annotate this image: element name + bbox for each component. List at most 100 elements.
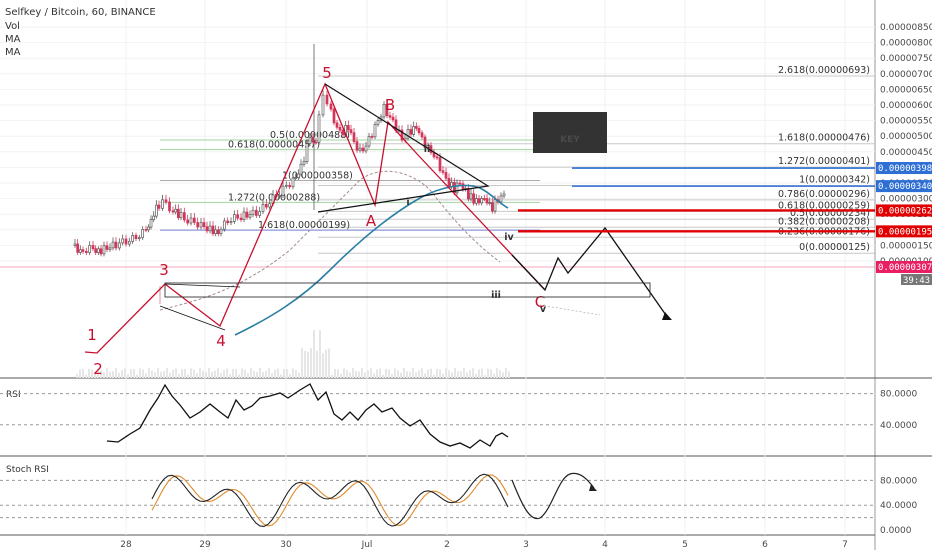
candle-body	[222, 220, 226, 230]
candle-body	[81, 249, 85, 252]
volume-bar	[430, 368, 432, 378]
projection-path	[511, 226, 669, 319]
volume-bar	[424, 373, 426, 378]
volume-bar	[376, 369, 378, 378]
volume-bar	[199, 368, 201, 378]
range-box	[164, 282, 651, 298]
volume-bar	[334, 368, 336, 378]
candle-body	[406, 129, 410, 139]
volume-bar	[283, 368, 285, 378]
volume-bar	[280, 374, 282, 378]
volume-bar	[400, 372, 402, 378]
volume-bar	[136, 374, 138, 378]
candle-body	[94, 248, 98, 253]
volume-bar	[343, 368, 345, 378]
volume-bar	[451, 372, 453, 378]
subwave-label: iv	[504, 232, 514, 243]
candle-body	[149, 219, 153, 228]
volume-bar	[184, 368, 186, 378]
wave-label: 5	[322, 64, 332, 82]
candle-body	[488, 202, 492, 204]
candle-body	[305, 143, 309, 162]
candle-body	[84, 251, 88, 254]
candle-body	[171, 210, 175, 213]
volume-bar	[316, 350, 318, 378]
price-tag	[876, 204, 932, 217]
ma-indicator-label[interactable]: MA	[5, 34, 21, 45]
candle-body	[447, 177, 451, 187]
volume-bar	[169, 372, 171, 378]
volume-bar	[508, 371, 510, 378]
volume-bar	[325, 349, 327, 378]
volume-bar	[346, 370, 348, 378]
volume-bar	[418, 370, 420, 378]
volume-bar	[97, 368, 99, 378]
volume-bar	[103, 372, 105, 378]
candle-body	[134, 235, 138, 239]
volume-bar	[145, 373, 147, 378]
candle-body	[108, 247, 112, 250]
candle-body	[219, 228, 223, 235]
volume-bar	[391, 373, 393, 378]
candle-body	[78, 249, 82, 253]
volume-bar	[433, 374, 435, 378]
candle-body	[480, 198, 484, 204]
volume-bar	[310, 348, 312, 378]
rsi-line	[106, 383, 509, 449]
key-label-box	[533, 112, 607, 153]
candle-body	[152, 215, 156, 220]
volume-bar	[385, 368, 387, 378]
volume-bar	[445, 368, 447, 378]
volume-bar	[250, 368, 252, 378]
volume-bar	[232, 369, 234, 378]
candle-body	[258, 211, 262, 216]
candle-body	[96, 248, 100, 253]
candle-body	[182, 212, 186, 221]
volume-bar	[484, 374, 486, 378]
volume-bar	[118, 372, 120, 378]
volume-bar	[259, 368, 261, 378]
candle-body	[373, 123, 377, 138]
candle-body	[308, 137, 312, 145]
candle-body	[127, 241, 131, 245]
volume-bar	[76, 373, 78, 378]
volume-bar	[121, 370, 123, 378]
candle-body	[102, 245, 106, 255]
candle-body	[144, 229, 148, 231]
chart-title: Selfkey / Bitcoin, 60, BINANCE	[5, 7, 156, 18]
volume-bar	[298, 372, 300, 378]
candle-body	[168, 201, 171, 212]
fib-level-label: 1(0.00000342)	[799, 174, 870, 185]
price-tick-label: 0.00000850	[880, 23, 932, 33]
candle-body	[88, 245, 92, 254]
volume-bar	[373, 373, 375, 378]
last-price-label: 0.00000307	[878, 263, 932, 273]
stoch-projection-curve	[511, 472, 595, 520]
ma-indicator-label[interactable]: MA	[5, 47, 21, 58]
volume-bar	[91, 369, 93, 378]
candle-body	[341, 129, 345, 136]
volume-bar	[337, 369, 339, 378]
volume-bar	[157, 368, 159, 378]
volume-indicator-label[interactable]: Vol	[5, 21, 20, 32]
candle-body	[157, 204, 161, 209]
price-tag-label: 0.00000340	[878, 182, 932, 192]
wave-label: 3	[159, 261, 169, 279]
price-tag	[876, 225, 932, 238]
stoch-tick-label: 0.0000	[880, 526, 912, 536]
candle-body	[147, 226, 150, 231]
volume-bar	[358, 371, 360, 378]
volume-bar	[133, 368, 135, 378]
volume-bar	[154, 372, 156, 378]
fib-level-label: 1.272(0.00000401)	[778, 156, 870, 167]
candle-body	[423, 136, 427, 149]
candle-body	[105, 245, 109, 250]
volume-bar	[463, 368, 465, 378]
fib-level-label: 1.618(0.00000199)	[258, 220, 350, 231]
volume-bar	[286, 369, 288, 378]
price-tag	[876, 180, 932, 193]
candle-body	[346, 125, 350, 131]
price-tick-label: 0.00000500	[880, 132, 932, 142]
